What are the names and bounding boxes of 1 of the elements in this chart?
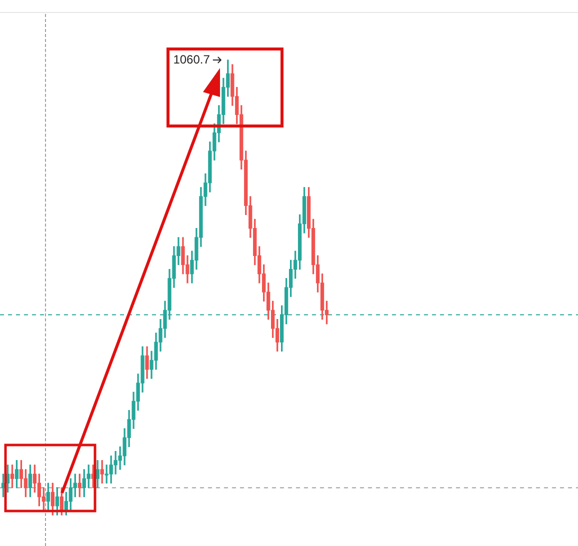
annotation: 1060.7 (173, 52, 210, 66)
